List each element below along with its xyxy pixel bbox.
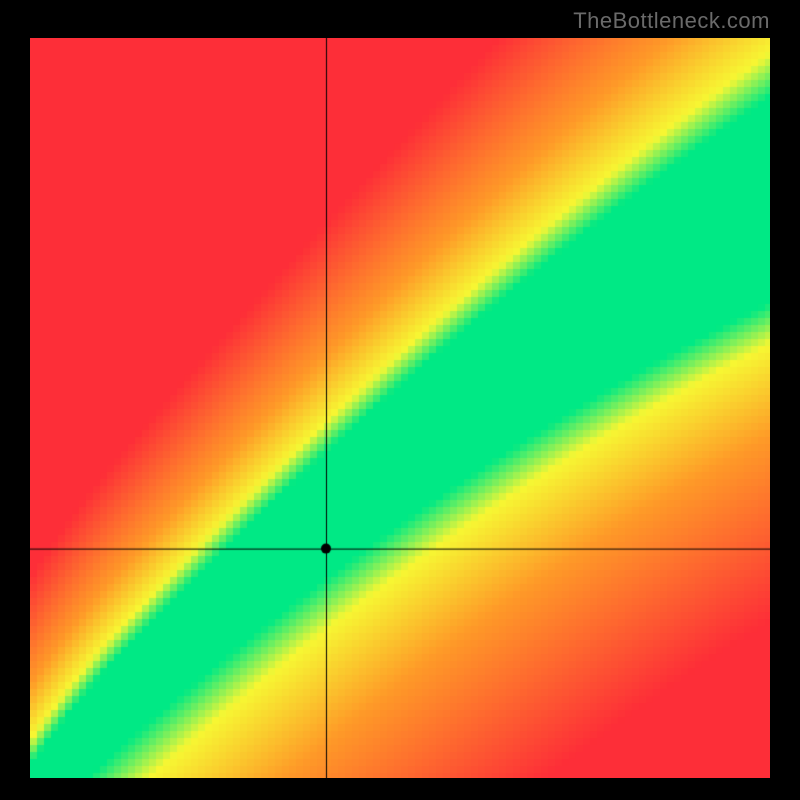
watermark-text: TheBottleneck.com [573,8,770,34]
chart-container: TheBottleneck.com [0,0,800,800]
bottleneck-heatmap [30,38,770,778]
